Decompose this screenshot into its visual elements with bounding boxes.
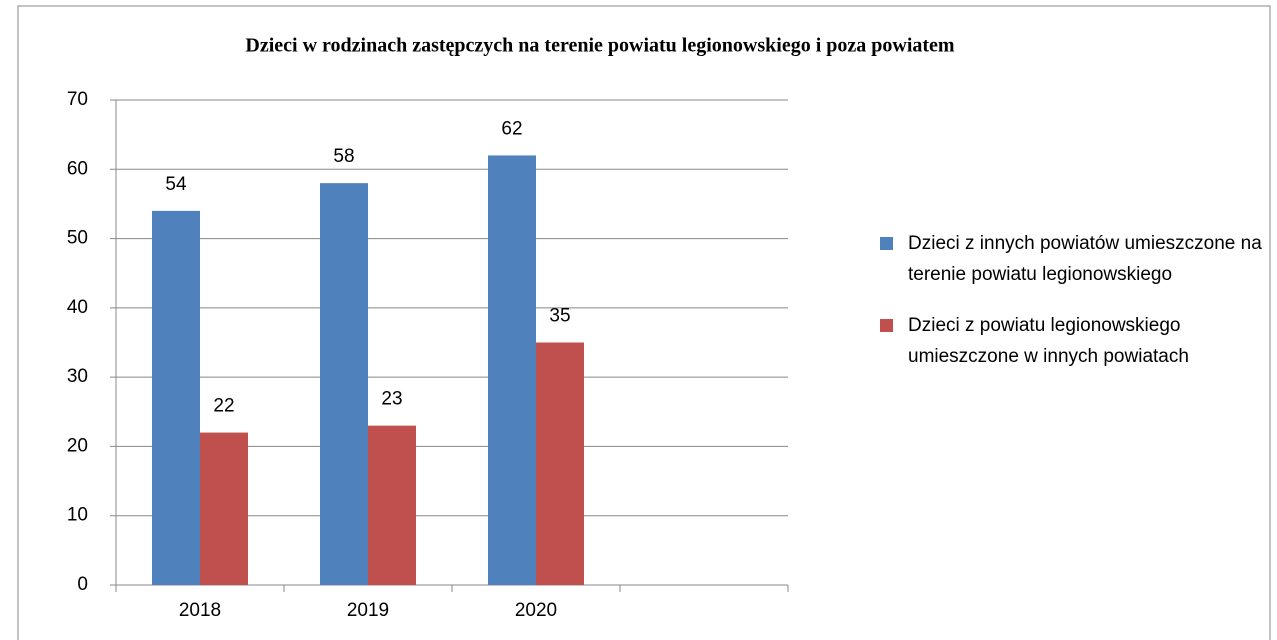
chart-border xyxy=(17,5,1271,640)
legend: Dzieci z innych powiatów umieszczone na … xyxy=(880,228,1265,392)
bar xyxy=(152,210,200,585)
legend-entry: Dzieci z innych powiatów umieszczone na … xyxy=(880,228,1265,290)
legend-swatch xyxy=(880,319,893,332)
data-label: 35 xyxy=(549,306,570,327)
x-tick-label: 2019 xyxy=(347,600,389,621)
legend-label: Dzieci z powiatu legionowskiego umieszcz… xyxy=(908,315,1189,367)
bar xyxy=(320,183,368,585)
data-label: 23 xyxy=(381,389,402,410)
chart-title: Dzieci w rodzinach zastępczych na tereni… xyxy=(245,35,955,57)
y-tick-label: 70 xyxy=(67,89,88,110)
data-label: 22 xyxy=(213,396,234,417)
legend-swatch xyxy=(880,237,893,250)
bar xyxy=(200,432,248,585)
y-tick-label: 10 xyxy=(67,505,88,526)
y-tick-label: 20 xyxy=(67,435,88,456)
bar xyxy=(536,342,584,585)
y-tick-label: 40 xyxy=(67,297,88,318)
data-label: 62 xyxy=(501,118,522,139)
y-tick-label: 60 xyxy=(67,158,88,179)
bar xyxy=(488,155,536,585)
data-label: 54 xyxy=(165,174,187,195)
x-tick-label: 2018 xyxy=(179,600,221,621)
bar xyxy=(368,425,416,585)
x-tick-label: 2020 xyxy=(515,600,557,621)
legend-label: Dzieci z innych powiatów umieszczone na … xyxy=(908,233,1262,285)
y-tick-label: 50 xyxy=(67,228,88,249)
legend-entry: Dzieci z powiatu legionowskiego umieszcz… xyxy=(880,310,1265,372)
data-label: 58 xyxy=(333,146,354,167)
y-tick-label: 30 xyxy=(67,366,88,387)
y-tick-label: 0 xyxy=(77,574,88,595)
